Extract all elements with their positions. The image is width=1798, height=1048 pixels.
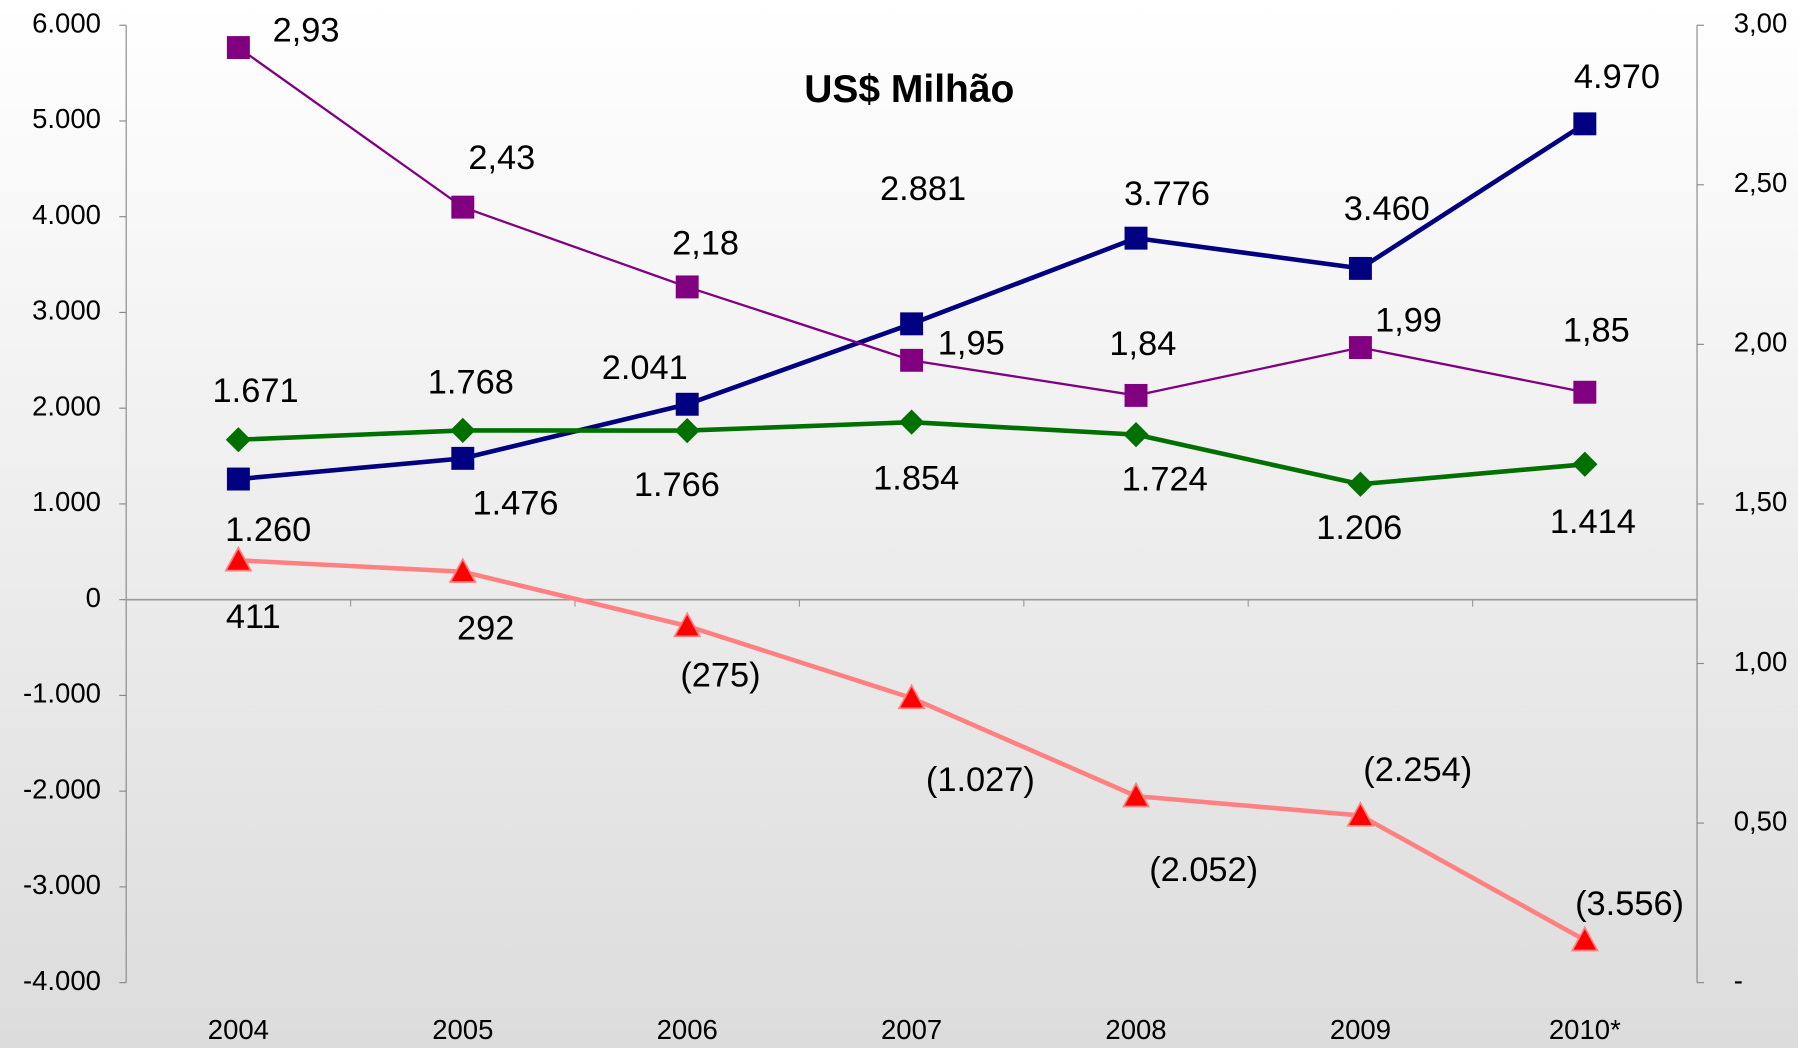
data-label: 3.776 (1124, 175, 1210, 213)
x-tick-label: 2006 (657, 1014, 718, 1045)
data-label: 1,99 (1375, 301, 1442, 339)
data-point (450, 417, 476, 444)
data-label: 2,93 (273, 12, 340, 50)
data-point (675, 275, 699, 299)
x-tick-label: 2009 (1330, 1014, 1391, 1045)
data-label: 2.881 (880, 170, 966, 208)
data-label: 2,43 (468, 139, 535, 177)
data-point (675, 392, 699, 416)
y2-tick-label: 1,50 (1734, 486, 1788, 517)
data-point (1121, 781, 1151, 808)
data-point (1348, 336, 1372, 360)
data-label: 1.476 (473, 484, 559, 522)
y-tick-label: 3.000 (32, 295, 101, 326)
x-tick-label: 2007 (881, 1014, 942, 1045)
y2-tick-label: - (1734, 965, 1743, 996)
data-point (226, 36, 250, 60)
data-label: 1,95 (938, 324, 1005, 362)
data-label: (2.254) (1363, 751, 1472, 789)
data-label: 3.460 (1344, 190, 1430, 228)
data-point (899, 409, 925, 435)
y-tick-label: 2.000 (32, 390, 101, 421)
y-tick-label: 1.000 (32, 486, 101, 517)
data-point (226, 467, 250, 491)
y2-tick-label: 3,00 (1734, 7, 1788, 38)
data-point (1124, 226, 1148, 250)
data-point (448, 557, 477, 583)
data-label: 292 (457, 609, 514, 647)
data-label: 1.766 (634, 466, 720, 504)
data-point (673, 611, 702, 638)
data-label: 1,85 (1563, 312, 1630, 350)
y-tick-label: -2.000 (23, 773, 101, 804)
data-point (674, 417, 700, 444)
data-point (1572, 451, 1598, 477)
data-label: (275) (680, 657, 760, 695)
data-point (1347, 471, 1374, 497)
data-label: 1.671 (213, 372, 299, 410)
x-tick-label: 2010* (1549, 1014, 1621, 1045)
y-tick-label: 5.000 (32, 103, 101, 134)
data-point (224, 545, 253, 572)
data-label: 2.041 (602, 349, 688, 387)
data-label: 1.260 (225, 511, 311, 549)
y-tick-label: 6.000 (32, 7, 101, 38)
data-point (1573, 112, 1597, 136)
y-tick-label: 4.000 (32, 199, 101, 230)
data-label: 2,18 (672, 225, 739, 263)
data-point (451, 446, 475, 470)
x-tick-label: 2005 (432, 1014, 493, 1045)
data-point (897, 683, 926, 710)
data-point (1124, 383, 1148, 407)
y2-tick-label: 1,00 (1734, 646, 1788, 677)
y2-tick-label: 0,50 (1734, 805, 1788, 836)
data-label: 1.854 (873, 460, 959, 498)
data-label: 1.768 (428, 364, 514, 402)
data-point (1348, 256, 1372, 280)
data-label: (1.027) (926, 761, 1035, 799)
data-label: 1.724 (1122, 461, 1208, 499)
data-point (1570, 925, 1599, 952)
data-label: 1.206 (1316, 509, 1402, 547)
y-tick-label: 0 (86, 582, 101, 613)
data-label: (2.052) (1149, 851, 1258, 889)
data-label: 4.970 (1574, 58, 1660, 96)
data-point (1573, 380, 1597, 404)
data-point (1346, 801, 1375, 827)
x-tick-label: 2004 (208, 1014, 269, 1045)
data-label: (3.556) (1575, 885, 1684, 923)
y-tick-label: -4.000 (23, 965, 101, 996)
chart-title: US$ Milhão (804, 68, 1014, 111)
data-label: 1.414 (1550, 503, 1636, 541)
y-tick-label: -3.000 (23, 869, 101, 900)
data-point (1123, 422, 1149, 448)
data-point (451, 195, 475, 219)
y-tick-label: -1.000 (23, 678, 101, 709)
y2-tick-label: 2,00 (1734, 327, 1788, 358)
data-label: 1,84 (1109, 325, 1176, 363)
y2-tick-label: 2,50 (1734, 167, 1788, 198)
data-label: 411 (226, 598, 281, 636)
data-point (225, 427, 252, 453)
x-tick-label: 2008 (1105, 1014, 1166, 1045)
data-point (900, 348, 924, 372)
data-point (900, 312, 924, 336)
